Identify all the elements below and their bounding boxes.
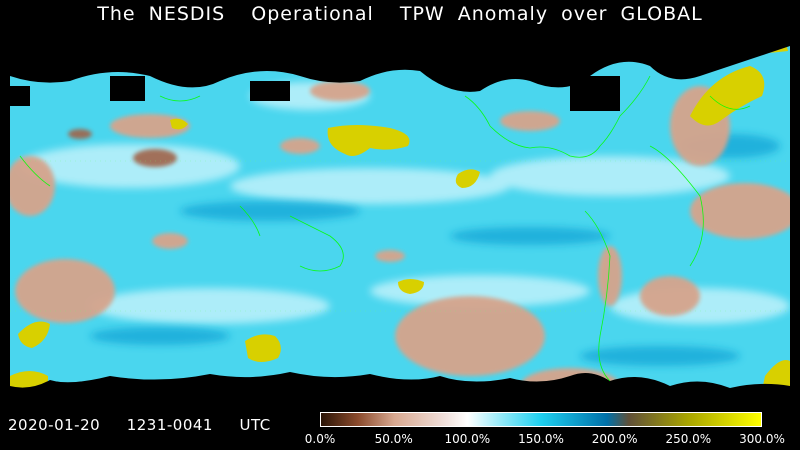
color-scale-tick-label: 250.0% <box>665 432 712 446</box>
color-scale-tick-label: 200.0% <box>591 432 638 446</box>
color-scale-tick-label: 50.0% <box>374 432 413 446</box>
map-title: The NESDIS Operational TPW Anomaly over … <box>97 3 703 25</box>
latitude-guides <box>10 160 790 312</box>
coastlines <box>19 75 751 382</box>
color-scale-tick-label: 100.0% <box>444 432 491 446</box>
color-scale-tick-label: 0.0% <box>304 432 336 446</box>
no-data-regions-south <box>10 372 790 400</box>
color-scale-tick-label: 300.0% <box>739 432 785 446</box>
color-scale-tick-label: 150.0% <box>518 432 564 446</box>
no-data-regions-north <box>10 36 790 111</box>
timestamp-label: 2020-01-20 1231-0041 UTC <box>8 416 271 434</box>
tpw-anomaly-map <box>10 36 790 400</box>
color-scale-bar <box>320 412 762 427</box>
strong-dry-regions <box>68 129 177 167</box>
